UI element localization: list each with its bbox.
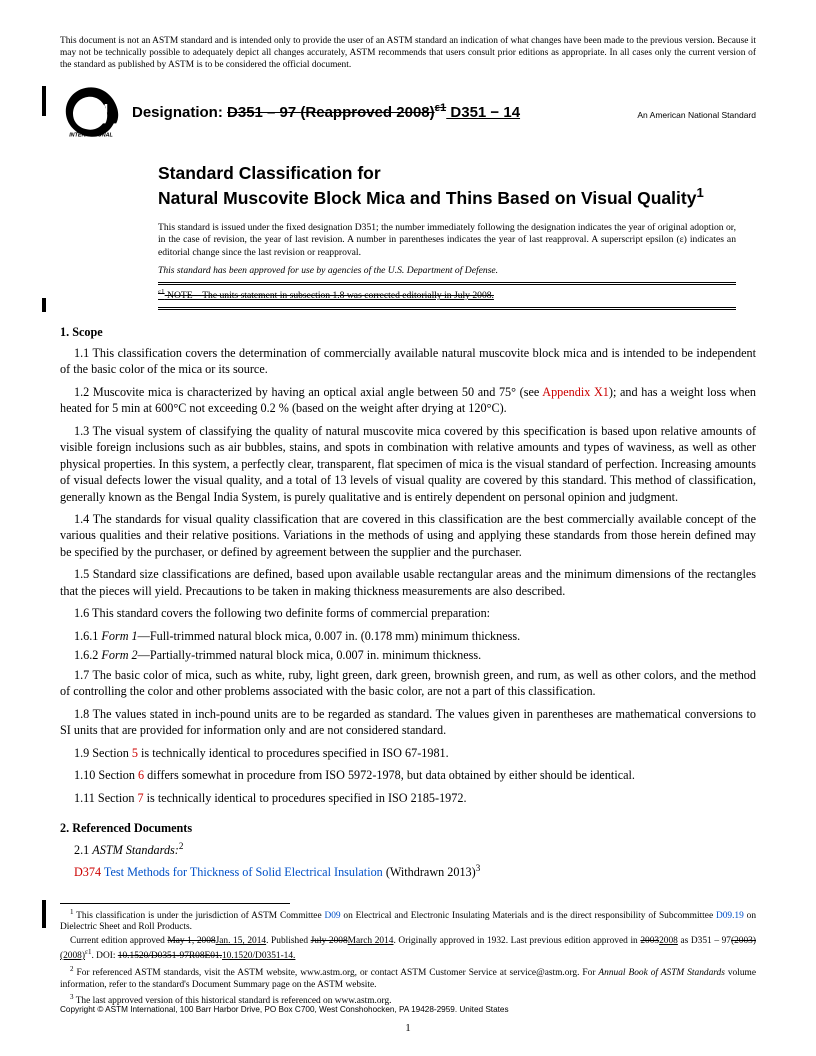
footnote-1-edition: Current edition approved May 1, 2008Jan.…	[60, 936, 756, 963]
para-1-9: 1.9 Section 5 is technically identical t…	[60, 745, 756, 761]
header-row: ASTM INTERNATIONAL Designation: D351 – 9…	[60, 85, 756, 139]
ref-d374: D374 Test Methods for Thickness of Solid…	[60, 862, 756, 881]
para-1-4: 1.4 The standards for visual quality cla…	[60, 511, 756, 560]
approval-note: This standard has been approved for use …	[158, 265, 736, 278]
epsilon-note: ε1 NOTE—The units statement in subsectio…	[158, 288, 736, 304]
rule-double-top	[158, 282, 736, 285]
issue-note: This standard is issued under the fixed …	[158, 222, 736, 259]
para-1-1: 1.1 This classification covers the deter…	[60, 345, 756, 378]
epsilon-body: NOTE—The units statement in subsection 1…	[165, 290, 494, 301]
designation-old: D351 – 97 (Reapproved 2008)	[227, 104, 435, 121]
section-1-title: 1. Scope	[60, 324, 756, 340]
footnote-1: 1 This classification is under the juris…	[60, 908, 756, 935]
d374-title-link[interactable]: Test Methods for Thickness of Solid Elec…	[101, 865, 383, 879]
ans-label: An American National Standard	[637, 104, 756, 121]
section-2-title: 2. Referenced Documents	[60, 820, 756, 836]
astm-logo: ASTM INTERNATIONAL	[60, 85, 122, 139]
title-line1: Standard Classification for	[158, 163, 381, 183]
subcommittee-d0919-link[interactable]: D09.19	[716, 911, 744, 921]
footnote-2: 2 For referenced ASTM standards, visit t…	[60, 965, 756, 992]
standard-title: Standard Classification for Natural Musc…	[158, 163, 736, 210]
para-1-6: 1.6 This standard covers the following t…	[60, 605, 756, 621]
para-1-3: 1.3 The visual system of classifying the…	[60, 423, 756, 505]
para-1-8: 1.8 The values stated in inch-pound unit…	[60, 706, 756, 739]
d374-link[interactable]: D374	[74, 865, 101, 879]
designation-new: D351 − 14	[446, 104, 520, 121]
appendix-x1-link[interactable]: Appendix X1	[542, 385, 609, 399]
para-1-5: 1.5 Standard size classifications are de…	[60, 566, 756, 599]
designation: Designation: D351 – 97 (Reapproved 2008)…	[132, 101, 520, 123]
copyright: Copyright © ASTM International, 100 Barr…	[60, 1005, 509, 1014]
rule-double-bottom	[158, 307, 736, 310]
change-bar	[42, 900, 46, 928]
change-bar	[42, 298, 46, 312]
change-bar	[42, 86, 46, 116]
title-line2: Natural Muscovite Block Mica and Thins B…	[158, 188, 696, 208]
designation-old-sup: ε1	[435, 102, 447, 114]
epsilon-sup: ε1	[158, 288, 165, 296]
title-sup: 1	[696, 185, 703, 200]
para-1-7: 1.7 The basic color of mica, such as whi…	[60, 667, 756, 700]
page-number: 1	[0, 1022, 816, 1034]
designation-label: Designation:	[132, 104, 227, 121]
para-1-6-1: 1.6.1 Form 1—Full-trimmed natural block …	[60, 628, 756, 644]
svg-text:ASTM: ASTM	[74, 102, 108, 116]
committee-d09-link[interactable]: D09	[324, 911, 340, 921]
svg-text:INTERNATIONAL: INTERNATIONAL	[69, 133, 113, 139]
para-2-1: 2.1 ASTM Standards:2	[60, 840, 756, 859]
para-1-11: 1.11 Section 7 is technically identical …	[60, 790, 756, 806]
para-1-6-2: 1.6.2 Form 2—Partially-trimmed natural b…	[60, 647, 756, 663]
para-1-10: 1.10 Section 6 differs somewhat in proce…	[60, 767, 756, 783]
header-disclaimer: This document is not an ASTM standard an…	[60, 36, 756, 71]
para-1-2: 1.2 Muscovite mica is characterized by h…	[60, 384, 756, 417]
